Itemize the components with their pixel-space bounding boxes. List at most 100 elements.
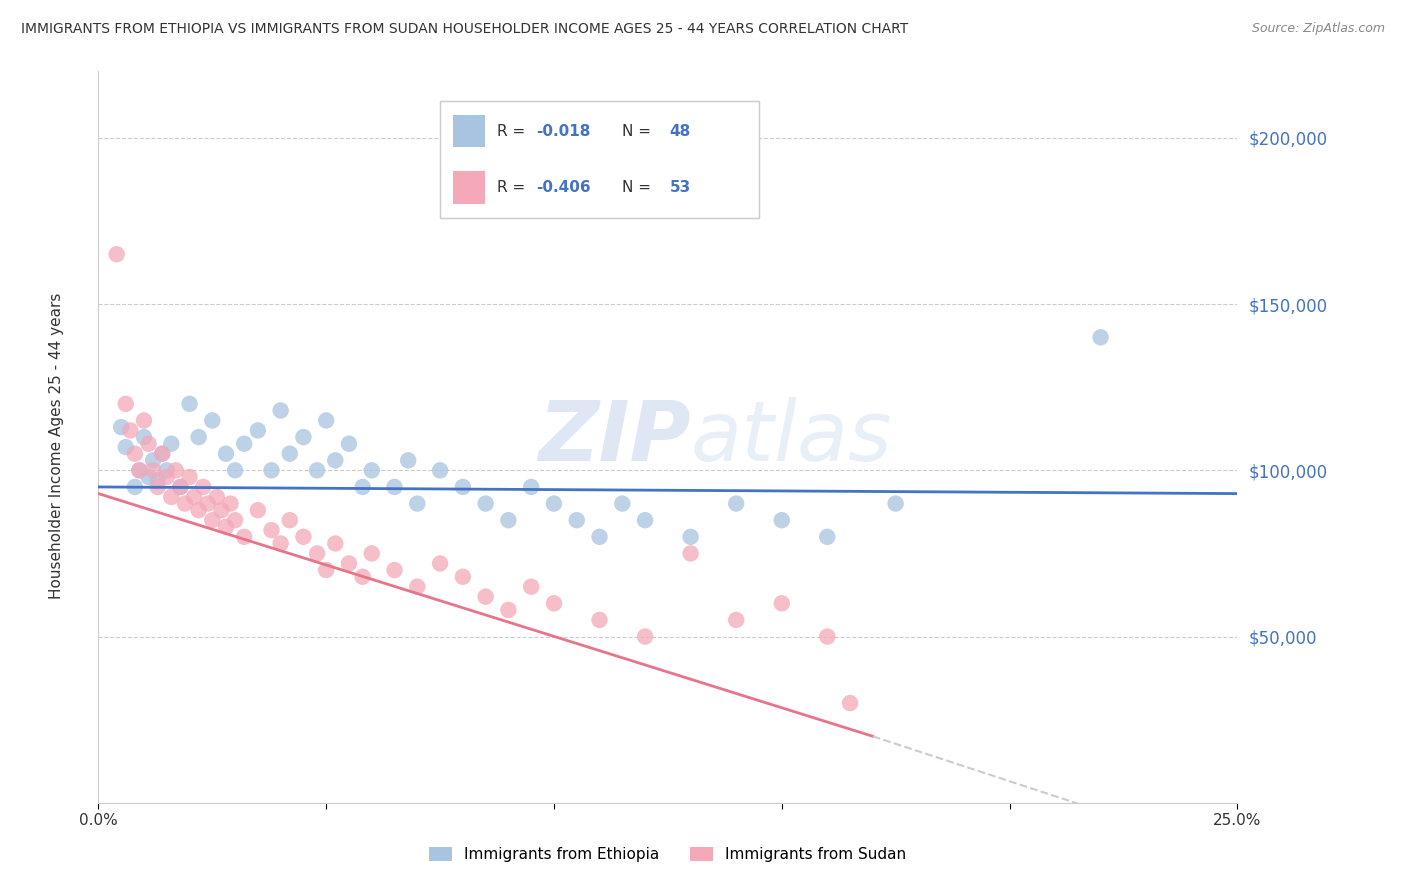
- Point: [146, 480, 169, 494]
- Point: [565, 513, 588, 527]
- Point: [146, 473, 169, 487]
- Point: [233, 436, 256, 450]
- Point: [612, 497, 634, 511]
- Point: [142, 453, 165, 467]
- Point: [138, 436, 160, 450]
- Point: [451, 480, 474, 494]
- Point: [770, 513, 793, 527]
- Point: [451, 570, 474, 584]
- Point: [187, 430, 209, 444]
- Point: [179, 397, 201, 411]
- Point: [429, 557, 451, 571]
- Text: ZIP: ZIP: [538, 397, 690, 477]
- Text: IMMIGRANTS FROM ETHIOPIA VS IMMIGRANTS FROM SUDAN HOUSEHOLDER INCOME AGES 25 - 4: IMMIGRANTS FROM ETHIOPIA VS IMMIGRANTS F…: [21, 22, 908, 37]
- Point: [292, 430, 315, 444]
- Point: [209, 503, 232, 517]
- Point: [169, 480, 191, 494]
- Point: [179, 470, 201, 484]
- Point: [429, 463, 451, 477]
- Point: [315, 563, 337, 577]
- Point: [770, 596, 793, 610]
- Point: [815, 630, 838, 644]
- Point: [124, 480, 146, 494]
- Point: [169, 480, 191, 494]
- Point: [278, 513, 301, 527]
- Point: [292, 530, 315, 544]
- Point: [406, 497, 429, 511]
- Point: [201, 413, 224, 427]
- Point: [156, 463, 179, 477]
- Point: [725, 497, 748, 511]
- Point: [114, 397, 136, 411]
- Point: [278, 447, 301, 461]
- Point: [110, 420, 132, 434]
- Point: [197, 497, 219, 511]
- Text: Source: ZipAtlas.com: Source: ZipAtlas.com: [1251, 22, 1385, 36]
- Point: [1090, 330, 1112, 344]
- Point: [498, 603, 520, 617]
- Point: [679, 546, 702, 560]
- Point: [588, 613, 610, 627]
- Point: [315, 413, 337, 427]
- Point: [128, 463, 150, 477]
- Point: [165, 463, 187, 477]
- Legend: Immigrants from Ethiopia, Immigrants from Sudan: Immigrants from Ethiopia, Immigrants fro…: [423, 841, 912, 868]
- Point: [337, 557, 360, 571]
- Point: [246, 424, 269, 438]
- Point: [352, 570, 374, 584]
- Point: [360, 463, 382, 477]
- Point: [634, 630, 657, 644]
- Point: [543, 596, 565, 610]
- Point: [520, 580, 543, 594]
- Point: [588, 530, 610, 544]
- Point: [474, 590, 496, 604]
- Point: [193, 480, 215, 494]
- Point: [150, 447, 173, 461]
- Text: Householder Income Ages 25 - 44 years: Householder Income Ages 25 - 44 years: [49, 293, 63, 599]
- Point: [260, 523, 283, 537]
- Point: [233, 530, 256, 544]
- Point: [215, 520, 238, 534]
- Point: [142, 463, 165, 477]
- Point: [224, 463, 246, 477]
- Point: [543, 497, 565, 511]
- Point: [679, 530, 702, 544]
- Point: [352, 480, 374, 494]
- Point: [132, 413, 155, 427]
- Point: [205, 490, 228, 504]
- Point: [498, 513, 520, 527]
- Point: [884, 497, 907, 511]
- Point: [128, 463, 150, 477]
- Point: [124, 447, 146, 461]
- Point: [120, 424, 142, 438]
- Point: [187, 503, 209, 517]
- Point: [839, 696, 862, 710]
- Point: [307, 546, 329, 560]
- Point: [215, 447, 238, 461]
- Point: [384, 563, 406, 577]
- Point: [406, 580, 429, 594]
- Point: [270, 403, 292, 417]
- Point: [160, 436, 183, 450]
- Point: [384, 480, 406, 494]
- Point: [270, 536, 292, 550]
- Point: [183, 490, 205, 504]
- Point: [174, 497, 197, 511]
- Point: [201, 513, 224, 527]
- Point: [323, 536, 346, 550]
- Point: [132, 430, 155, 444]
- Point: [246, 503, 269, 517]
- Point: [396, 453, 419, 467]
- Point: [323, 453, 346, 467]
- Point: [160, 490, 183, 504]
- Point: [360, 546, 382, 560]
- Point: [474, 497, 496, 511]
- Text: atlas: atlas: [690, 397, 893, 477]
- Point: [150, 447, 173, 461]
- Point: [520, 480, 543, 494]
- Point: [634, 513, 657, 527]
- Point: [725, 613, 748, 627]
- Point: [156, 470, 179, 484]
- Point: [260, 463, 283, 477]
- Point: [114, 440, 136, 454]
